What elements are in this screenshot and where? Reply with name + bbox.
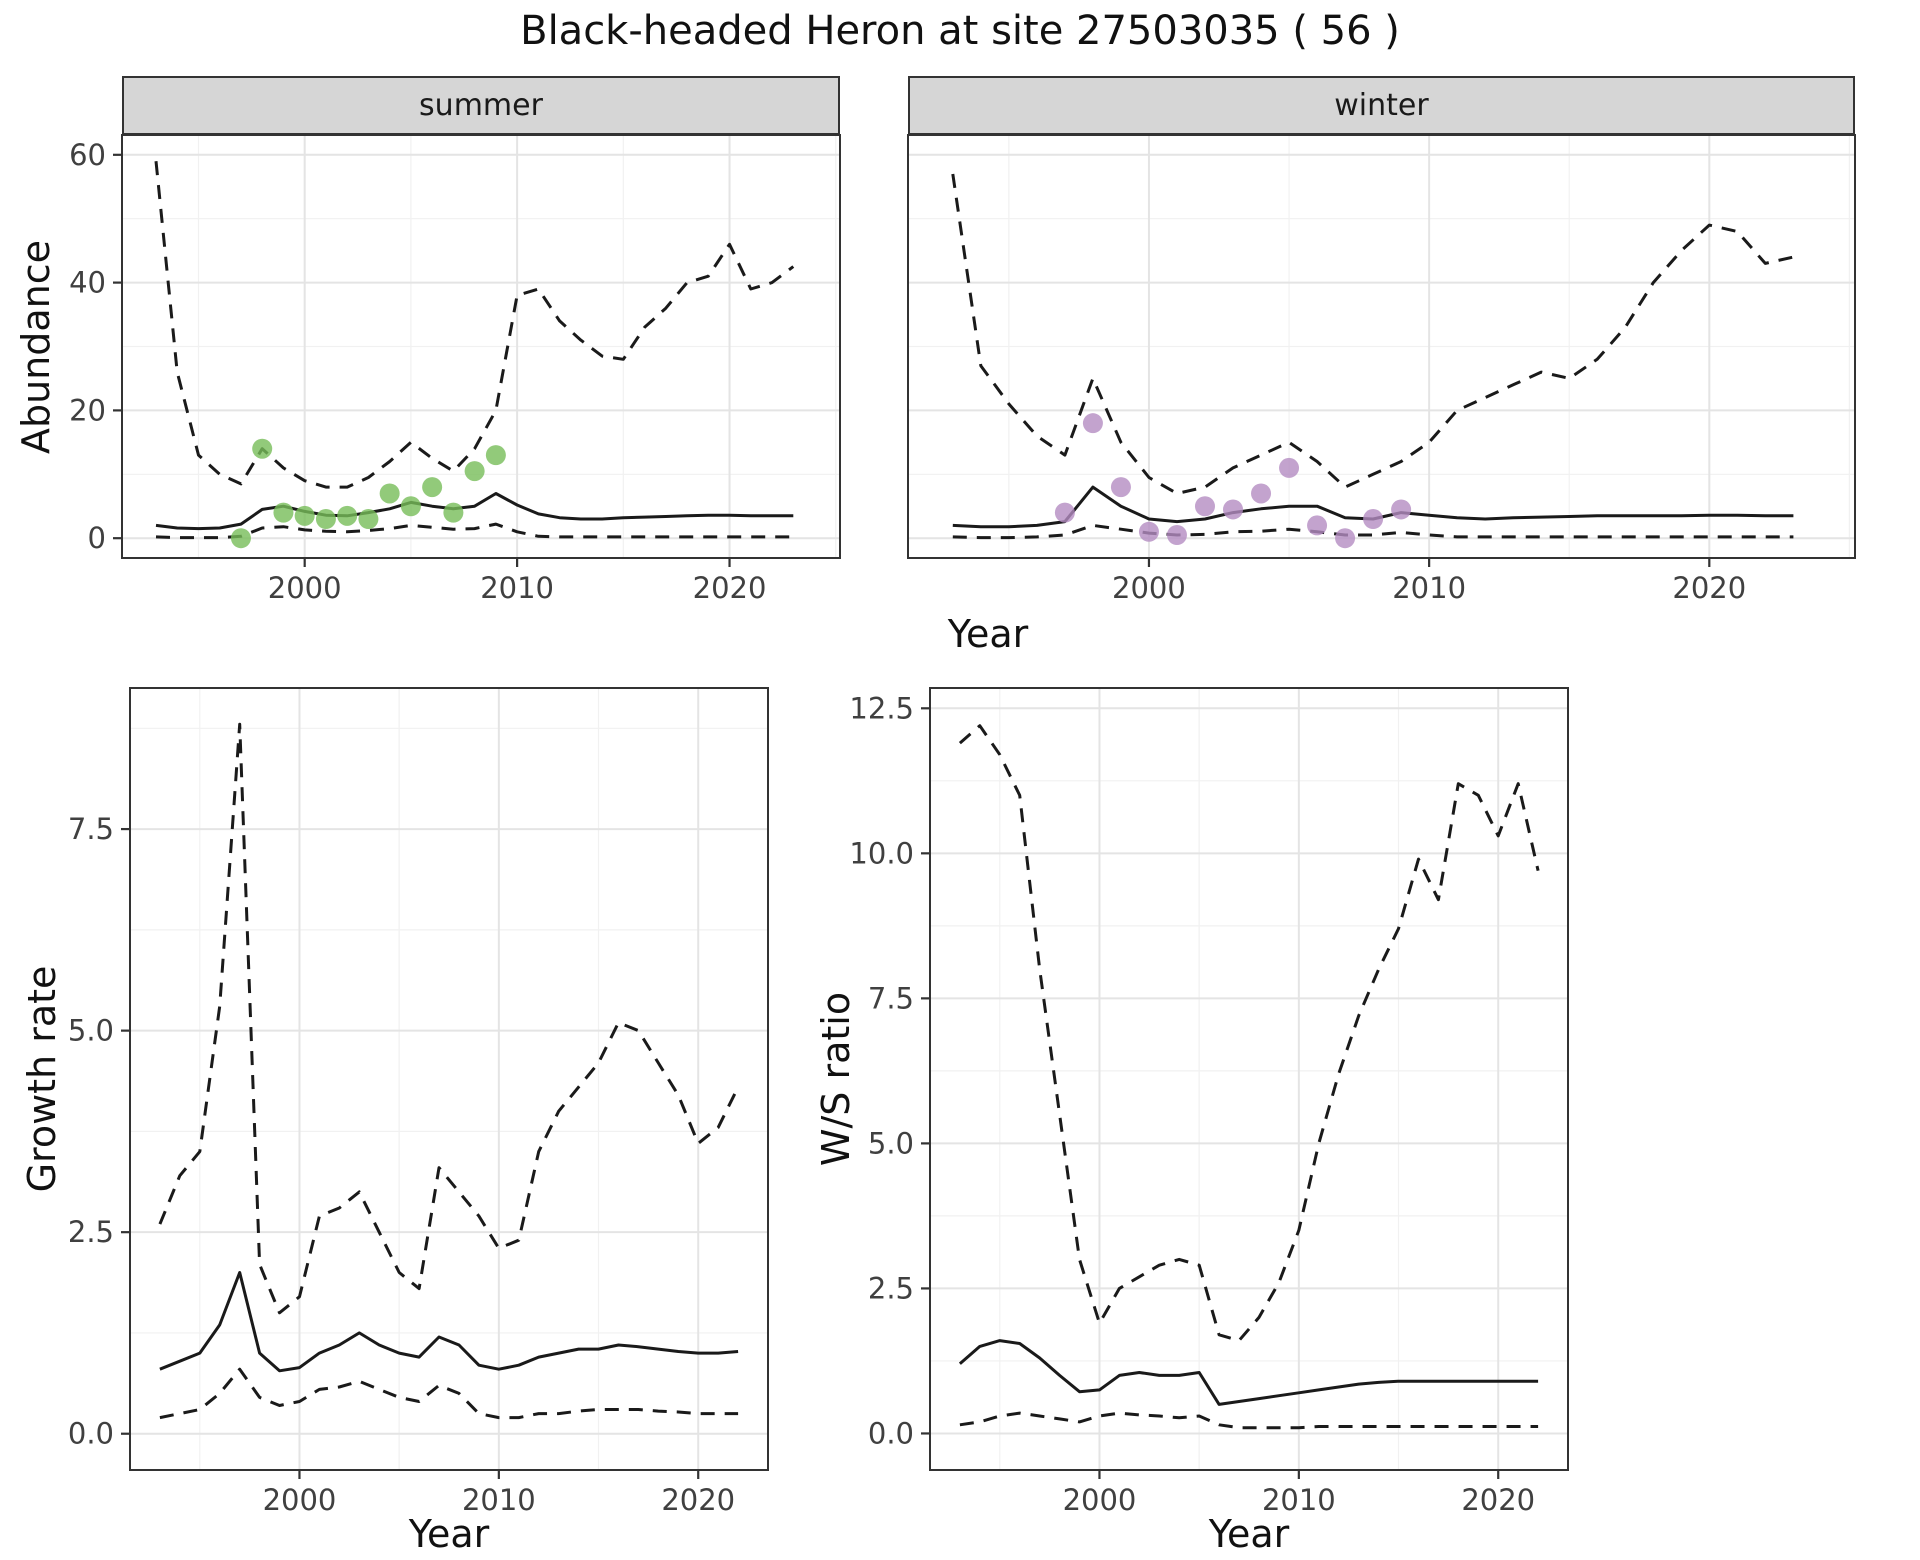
svg-text:2.5: 2.5	[68, 1215, 114, 1249]
svg-text:2010: 2010	[1262, 1483, 1336, 1517]
figure-title: Black-headed Heron at site 27503035 ( 56…	[520, 8, 1400, 54]
svg-text:2000: 2000	[1063, 1483, 1137, 1517]
svg-text:12.5: 12.5	[849, 691, 914, 725]
svg-text:60: 60	[69, 138, 106, 172]
svg-text:2010: 2010	[462, 1483, 536, 1517]
svg-text:0.0: 0.0	[68, 1417, 114, 1451]
year-axis-label-bottom-right: Year	[1208, 1512, 1290, 1556]
svg-text:2000: 2000	[268, 571, 342, 605]
facet-strip-summer: summer	[122, 76, 840, 135]
svg-text:5.0: 5.0	[868, 1126, 914, 1160]
svg-text:7.5: 7.5	[68, 812, 114, 846]
svg-text:2020: 2020	[1672, 571, 1746, 605]
svg-text:2010: 2010	[480, 571, 554, 605]
facet-strip-summer-label: summer	[419, 88, 543, 123]
year-axis-label-bottom-left: Year	[408, 1512, 490, 1556]
svg-text:10.0: 10.0	[849, 836, 914, 870]
facet-strip-winter: winter	[908, 76, 1855, 135]
svg-text:2020: 2020	[1461, 1483, 1535, 1517]
svg-text:2000: 2000	[1112, 571, 1186, 605]
svg-text:0: 0	[88, 521, 106, 555]
svg-text:2000: 2000	[263, 1483, 337, 1517]
svg-text:7.5: 7.5	[868, 981, 914, 1015]
abundance-axis-label: Abundance	[14, 239, 58, 455]
svg-text:40: 40	[69, 266, 106, 300]
svg-text:2010: 2010	[1392, 571, 1466, 605]
svg-text:2020: 2020	[693, 571, 767, 605]
svg-text:2.5: 2.5	[868, 1271, 914, 1305]
svg-text:5.0: 5.0	[68, 1014, 114, 1048]
svg-text:0.0: 0.0	[868, 1416, 914, 1450]
svg-text:2020: 2020	[661, 1483, 735, 1517]
facet-strip-winter-label: winter	[1334, 88, 1429, 123]
ws-ratio-axis-label: W/S ratio	[814, 991, 858, 1167]
svg-text:20: 20	[69, 393, 106, 427]
year-axis-label-top: Year	[947, 612, 1029, 656]
growth-rate-axis-label: Growth rate	[20, 965, 64, 1193]
